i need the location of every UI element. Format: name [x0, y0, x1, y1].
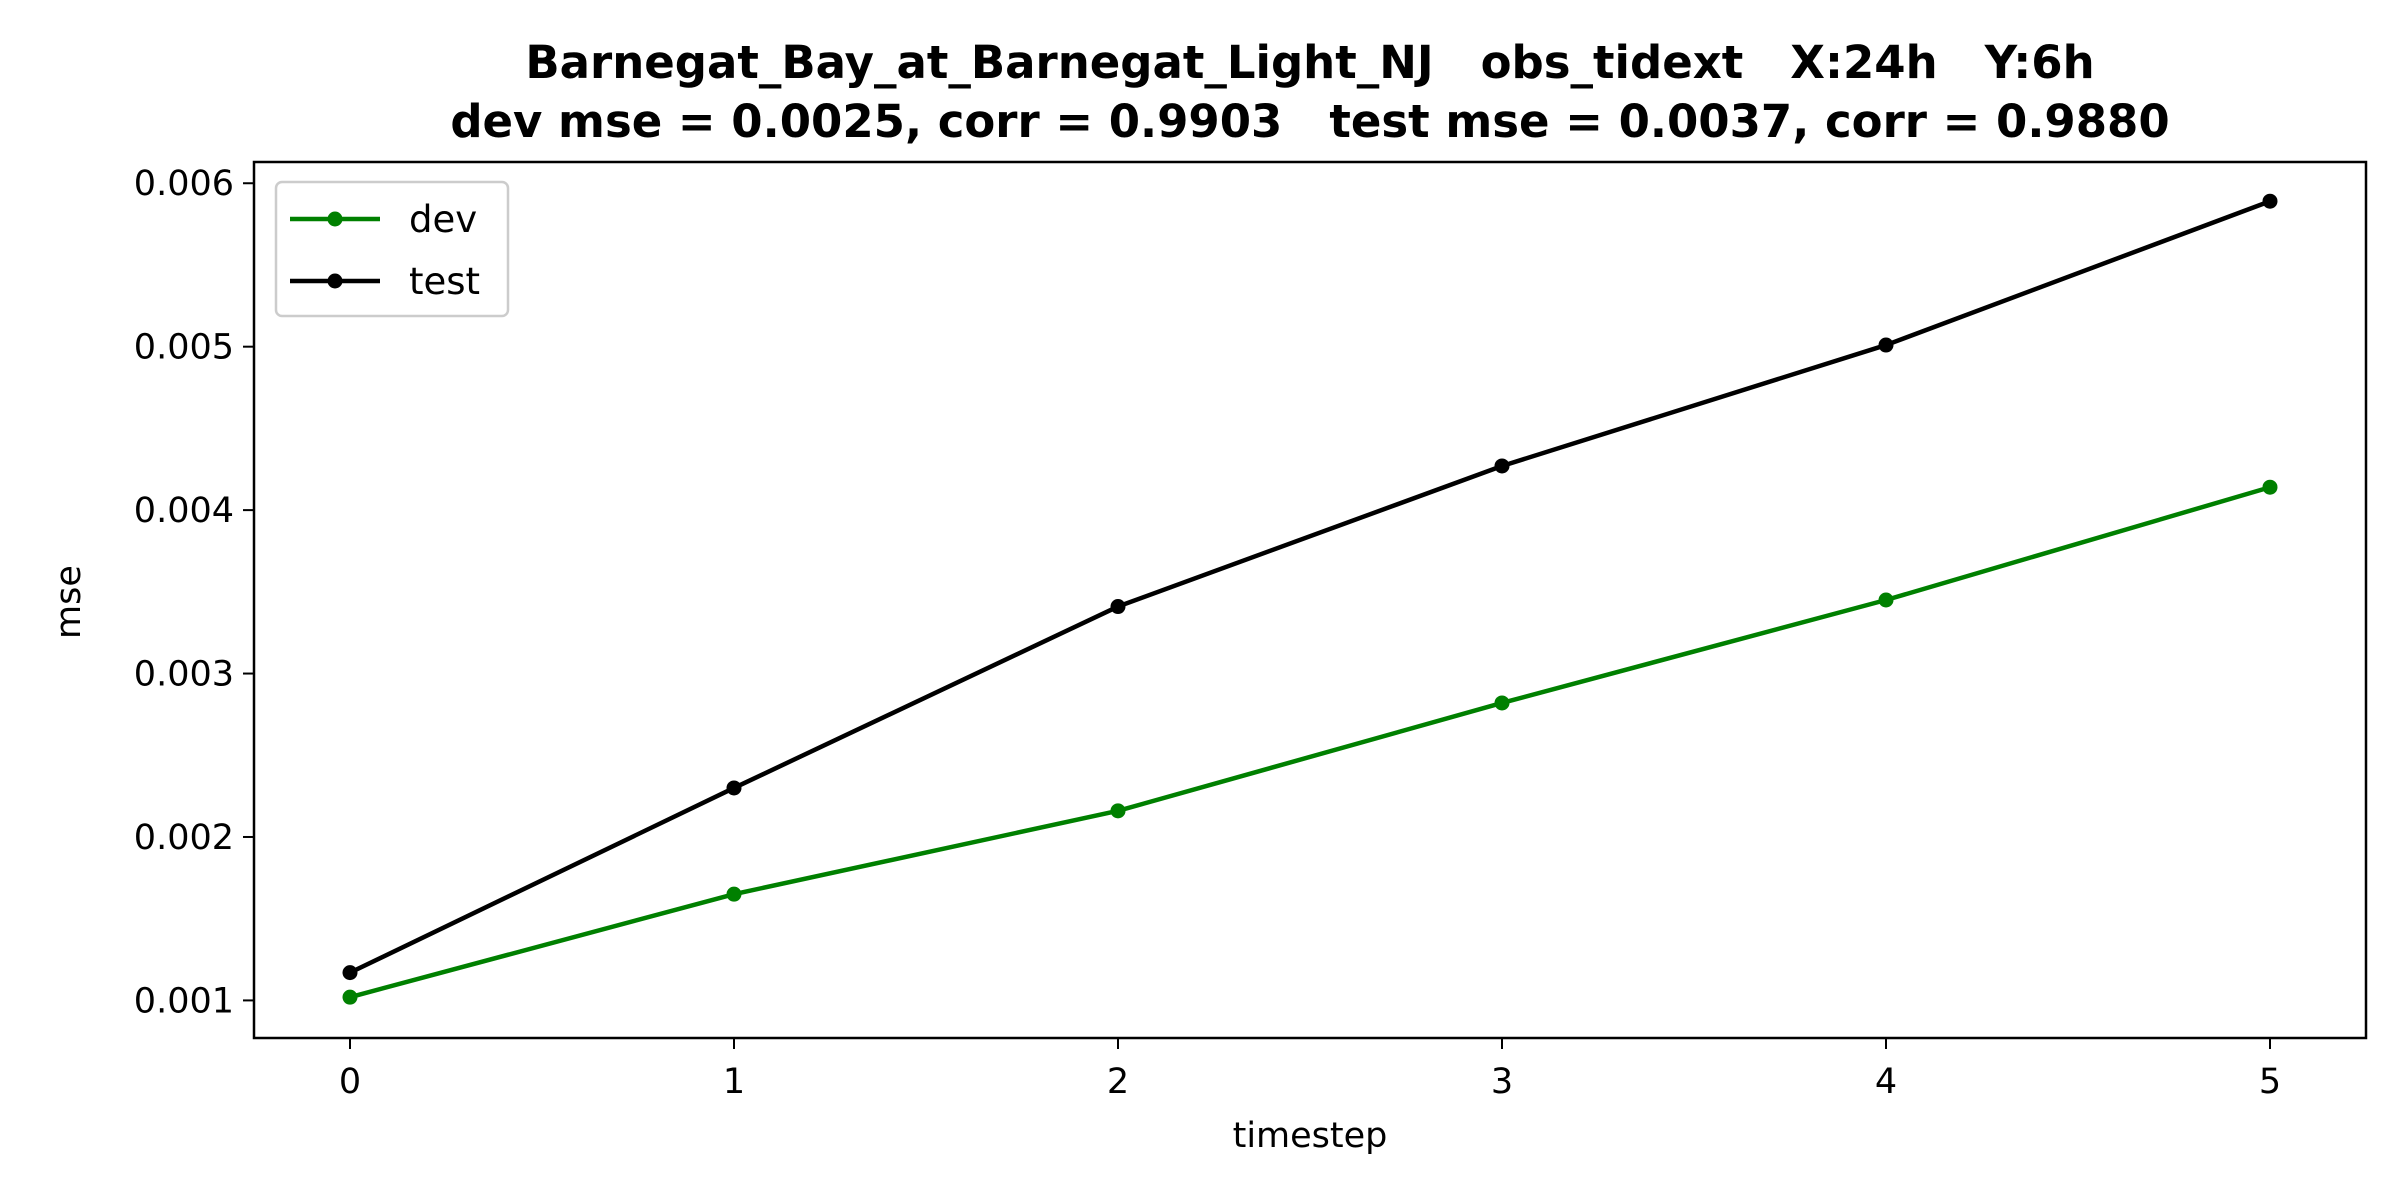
x-tick-label: 2 — [1107, 1062, 1129, 1102]
data-point-dev — [726, 886, 742, 902]
data-point-dev — [1878, 592, 1894, 608]
legend-label-test: test — [409, 260, 480, 303]
data-point-test — [1110, 599, 1126, 615]
plot-area — [342, 193, 2278, 1005]
y-tick-label: 0.001 — [134, 981, 234, 1021]
legend-label-dev: dev — [409, 198, 477, 241]
data-point-test — [726, 780, 742, 796]
y-tick-label: 0.006 — [134, 164, 234, 204]
data-point-test — [1494, 458, 1510, 474]
series-line-dev — [349, 485, 2271, 1000]
chart-title-line2: dev mse = 0.0025, corr = 0.9903 test mse… — [450, 95, 2169, 148]
y-tick-label: 0.002 — [134, 818, 234, 858]
legend-marker-test — [327, 273, 343, 289]
plot-frame — [252, 160, 2368, 1040]
x-tick-label: 4 — [1875, 1062, 1897, 1102]
y-tick-label: 0.003 — [134, 655, 234, 695]
x-tick-label: 0 — [339, 1062, 361, 1102]
y-axis-label: mse — [49, 565, 89, 639]
y-tick-label: 0.004 — [134, 491, 234, 531]
data-point-dev — [342, 989, 358, 1005]
data-point-test — [1878, 337, 1894, 353]
x-tick-label: 1 — [723, 1062, 745, 1102]
data-point-dev — [2262, 479, 2278, 495]
data-point-test — [2262, 193, 2278, 209]
x-axis-label: timestep — [1233, 1116, 1388, 1156]
data-point-dev — [1494, 695, 1510, 711]
legend: dev test — [274, 180, 510, 318]
x-tick-label: 5 — [2259, 1062, 2281, 1102]
chart-title-line1: Barnegat_Bay_at_Barnegat_Light_NJ obs_ti… — [525, 36, 2094, 89]
y-axis: 0.001 0.002 0.003 0.004 0.005 0.006 — [134, 164, 254, 1021]
x-tick-label: 3 — [1491, 1062, 1513, 1102]
x-axis: 0 1 2 3 4 5 — [339, 1038, 2281, 1102]
legend-marker-dev — [327, 211, 343, 227]
series-line-test — [349, 199, 2271, 975]
data-point-dev — [1110, 803, 1126, 819]
y-tick-label: 0.005 — [134, 328, 234, 368]
data-point-test — [342, 965, 358, 981]
